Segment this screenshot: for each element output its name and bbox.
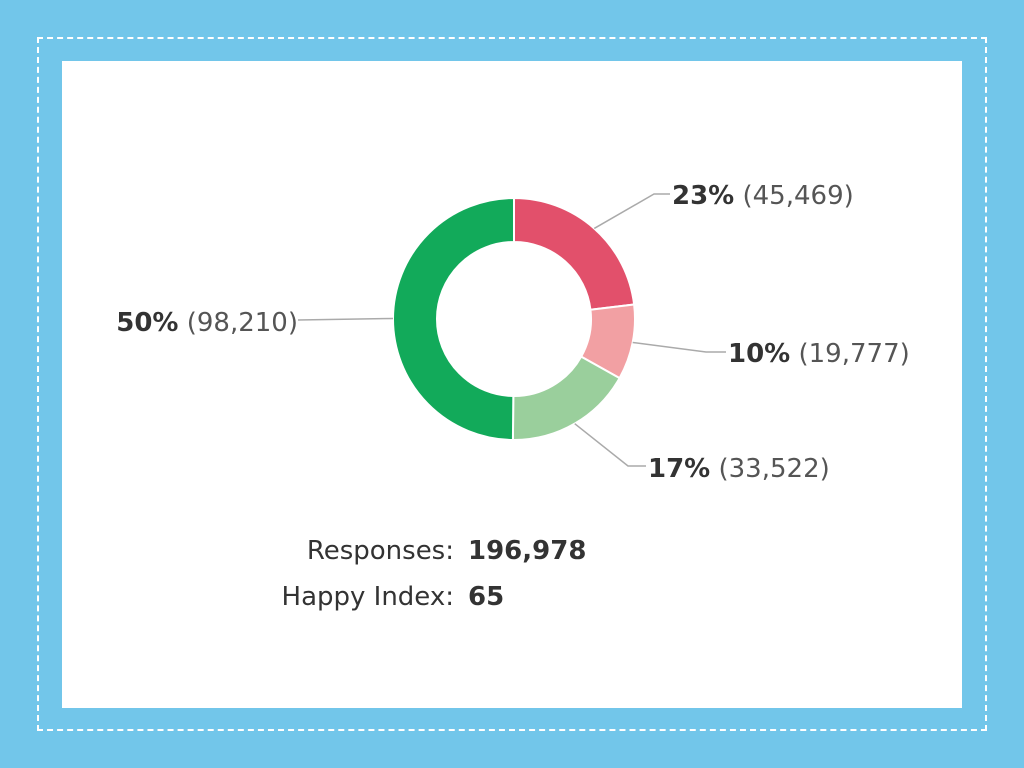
leader-line-3 — [297, 317, 394, 321]
slice-0 — [513, 196, 636, 311]
slice-labels: 23% (45,469) 10% (19,777) 17% (33,522) 50% … — [116, 181, 910, 484]
slices-group — [392, 196, 636, 442]
slice-label-2: 17% (33,522) — [648, 454, 830, 484]
slice-3 — [392, 196, 515, 442]
leader-line-1 — [632, 341, 726, 353]
slice-count-2: (33,522) — [710, 454, 830, 484]
slice-label-3: 50% (98,210) — [116, 308, 298, 338]
dashed-border — [37, 37, 987, 731]
slice-label-1: 10% (19,777) — [728, 339, 910, 369]
slice-count-0: (45,469) — [734, 181, 854, 211]
slice-label-0: 23% (45,469) — [672, 181, 854, 211]
slice-percent-3: 50% — [116, 308, 178, 338]
slice-count-3: (98,210) — [178, 308, 298, 338]
slice-percent-0: 23% — [672, 181, 734, 211]
slice-percent-1: 10% — [728, 339, 790, 369]
responses-value: 196,978 — [468, 536, 586, 566]
slice-2 — [511, 355, 621, 441]
happy-index-label: Happy Index: — [282, 582, 454, 612]
summary: Responses: 196,978 Happy Index: 65 — [282, 536, 587, 612]
leader-line-2 — [574, 423, 646, 467]
happy-index-value: 65 — [468, 582, 504, 612]
chart-card — [62, 61, 962, 708]
slice-percent-2: 17% — [648, 454, 710, 484]
slice-count-1: (19,777) — [790, 339, 910, 369]
leader-line-0 — [593, 193, 670, 230]
responses-label: Responses: — [307, 536, 454, 566]
leader-lines — [297, 193, 726, 467]
